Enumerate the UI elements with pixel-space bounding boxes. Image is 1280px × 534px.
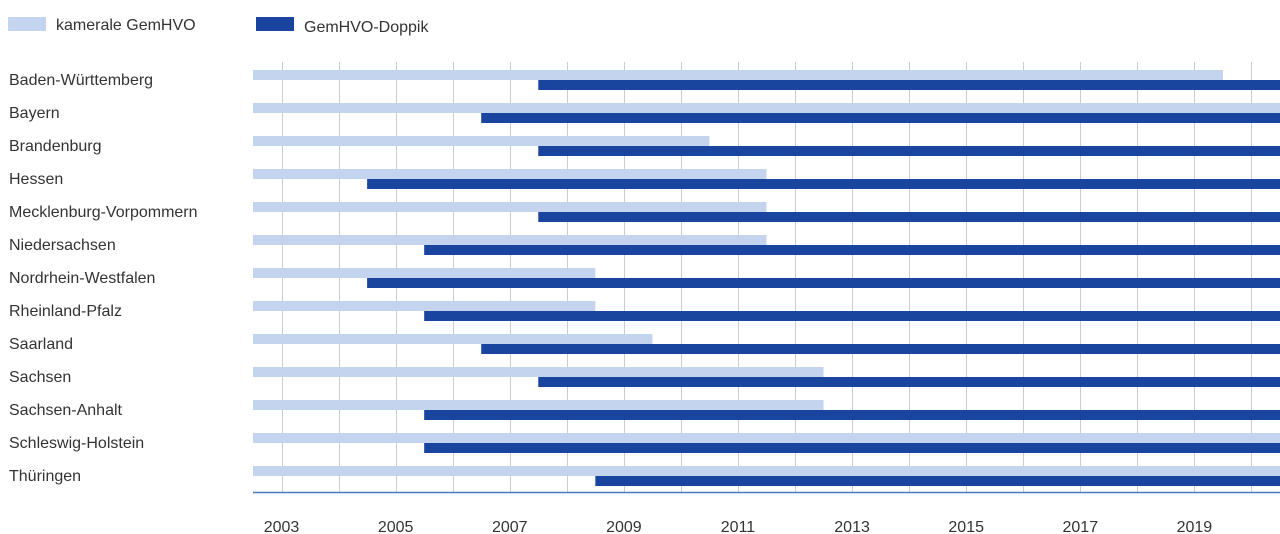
state-label-schleswig-holstein: Schleswig-Holstein bbox=[9, 435, 144, 452]
bar-doppik-rheinland-pfalz bbox=[424, 311, 1280, 321]
state-label-hessen: Hessen bbox=[9, 171, 63, 188]
x-axis: 2003 2005 2007 2009 2011 2013 2015 2017 2019 bbox=[253, 491, 1280, 534]
bar-kamerale-th-ringen bbox=[253, 466, 1280, 476]
bar-doppik-sachsen-anhalt bbox=[424, 410, 1280, 420]
bar-kamerale-mecklenburg-vorpommern bbox=[253, 202, 767, 212]
x-tick-label-2015: 2015 bbox=[948, 519, 984, 534]
bar-doppik-brandenburg bbox=[538, 146, 1280, 156]
x-tick-label-2013: 2013 bbox=[834, 519, 870, 534]
x-tick-label-2007: 2007 bbox=[492, 519, 528, 534]
state-label-niedersachsen: Niedersachsen bbox=[9, 237, 116, 254]
x-tick-label-2019: 2019 bbox=[1177, 519, 1213, 534]
x-tick-label-2003: 2003 bbox=[264, 519, 300, 534]
x-tick-label-2011: 2011 bbox=[721, 519, 756, 534]
bar-kamerale-brandenburg bbox=[253, 136, 710, 146]
grid-lines bbox=[282, 62, 1252, 492]
state-label-rheinland-pfalz: Rheinland-Pfalz bbox=[9, 303, 122, 320]
legend-label-doppik: GemHVO-Doppik bbox=[304, 19, 429, 36]
bar-doppik-schleswig-holstein bbox=[424, 443, 1280, 453]
bar-doppik-sachsen bbox=[538, 377, 1280, 387]
legend-swatch-doppik bbox=[256, 17, 294, 31]
state-label-th-ringen: Thüringen bbox=[9, 468, 81, 485]
bar-doppik-nordrhein-westfalen bbox=[367, 278, 1280, 288]
bar-doppik-saarland bbox=[481, 344, 1280, 354]
legend-label-kamerale: kamerale GemHVO bbox=[56, 17, 196, 34]
state-label-sachsen: Sachsen bbox=[9, 369, 71, 386]
bar-kamerale-bayern bbox=[253, 103, 1280, 113]
state-label-saarland: Saarland bbox=[9, 336, 73, 353]
legend-swatch-kamerale bbox=[8, 17, 46, 31]
state-label-brandenburg: Brandenburg bbox=[9, 138, 102, 155]
bar-doppik-baden-w-rttemberg bbox=[538, 80, 1280, 90]
bar-kamerale-sachsen bbox=[253, 367, 824, 377]
legend: kamerale GemHVO GemHVO-Doppik bbox=[8, 17, 429, 36]
bar-doppik-hessen bbox=[367, 179, 1280, 189]
bar-doppik-th-ringen bbox=[595, 476, 1280, 486]
bar-doppik-niedersachsen bbox=[424, 245, 1280, 255]
x-tick-label-2009: 2009 bbox=[606, 519, 642, 534]
state-label-baden-w-rttemberg: Baden-Württemberg bbox=[9, 72, 153, 89]
bar-kamerale-saarland bbox=[253, 334, 653, 344]
state-label-nordrhein-westfalen: Nordrhein-Westfalen bbox=[9, 270, 155, 287]
x-tick-label-2005: 2005 bbox=[378, 519, 414, 534]
bar-doppik-bayern bbox=[481, 113, 1280, 123]
state-labels: Baden-Württemberg Bayern Brandenburg Hessen… bbox=[9, 72, 198, 485]
bar-kamerale-schleswig-holstein bbox=[253, 433, 1280, 443]
bar-kamerale-rheinland-pfalz bbox=[253, 301, 596, 311]
bar-kamerale-niedersachsen bbox=[253, 235, 767, 245]
state-label-bayern: Bayern bbox=[9, 105, 60, 122]
bar-kamerale-baden-w-rttemberg bbox=[253, 70, 1223, 80]
state-label-sachsen-anhalt: Sachsen-Anhalt bbox=[9, 402, 123, 419]
bar-kamerale-sachsen-anhalt bbox=[253, 400, 824, 410]
state-label-mecklenburg-vorpommern: Mecklenburg-Vorpommern bbox=[9, 204, 198, 221]
bar-doppik-mecklenburg-vorpommern bbox=[538, 212, 1280, 222]
bar-kamerale-hessen bbox=[253, 169, 767, 179]
x-tick-label-2017: 2017 bbox=[1063, 519, 1099, 534]
bars bbox=[253, 70, 1280, 486]
bar-kamerale-nordrhein-westfalen bbox=[253, 268, 596, 278]
